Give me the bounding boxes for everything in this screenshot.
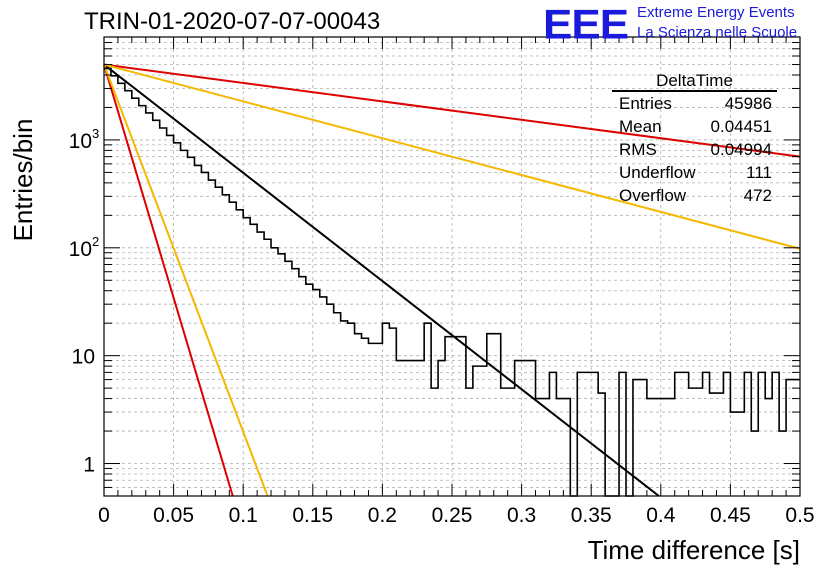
stats-label: Mean [619, 117, 662, 136]
logo-line-2: La Scienza nelle Scuole [637, 24, 798, 41]
stats-title: DeltaTime [612, 71, 777, 92]
x-tick-label: 0.1 [229, 504, 258, 527]
histogram-steps [104, 67, 800, 497]
grid-lines [103, 36, 801, 496]
stats-label: RMS [619, 140, 657, 159]
y-tick-label: 10 [69, 238, 92, 261]
logo-caption: Extreme Energy Events La Scienza nelle S… [637, 3, 797, 43]
y-axis-label: Entries/bin [8, 119, 38, 242]
y-tick-label: 10 [69, 130, 92, 153]
stats-box: DeltaTime Entries 45986 Mean 0.04451 RMS… [610, 71, 780, 207]
fit-line-3 [103, 63, 801, 250]
axis-ticks [103, 36, 801, 497]
fit-line-4 [103, 64, 234, 497]
x-axis-label: Time difference [s] [588, 535, 800, 565]
x-tick-label: 0.3 [507, 504, 536, 527]
page-title: TRIN-01-2020-07-07-00043 [84, 8, 381, 35]
stats-row-underflow: Underflow 111 [610, 161, 780, 184]
stats-value: 111 [746, 163, 772, 182]
x-tick-label: 0.15 [292, 504, 333, 527]
stats-value: 45986 [724, 94, 772, 113]
y-tick-exponent: 3 [92, 126, 99, 141]
fit-lines [103, 63, 801, 497]
stats-label: Underflow [619, 163, 696, 182]
stats-row-overflow: Overflow 472 [610, 184, 780, 207]
eee-logo: EEE [543, 1, 629, 48]
fit-line-1 [103, 63, 660, 497]
stats-row-entries: Entries 45986 [610, 92, 780, 115]
fit-line-5 [103, 64, 269, 497]
histogram-series [104, 67, 800, 497]
stats-row-mean: Mean 0.04451 [610, 115, 780, 138]
stats-value: 0.04451 [710, 117, 772, 136]
x-tick-label: 0.45 [710, 504, 751, 527]
x-tick-label: 0 [98, 504, 110, 527]
x-tick-labels: 0 0.05 0.1 0.15 0.2 0.25 0.3 0.35 0.4 0.45 0.5 [98, 504, 814, 527]
stats-row-rms: RMS 0.04994 [610, 138, 780, 161]
x-tick-label: 0.35 [571, 504, 612, 527]
fit-line-2 [103, 63, 801, 158]
stats-label: Entries [619, 94, 672, 113]
y-tick-label: 1 [83, 454, 95, 477]
x-tick-label: 0.4 [646, 504, 676, 527]
x-tick-label: 0.05 [153, 504, 194, 527]
stats-label: Overflow [619, 186, 687, 205]
logo-line-1: Extreme Energy Events [637, 4, 795, 21]
x-tick-label: 0.25 [432, 504, 473, 527]
stats-value: 472 [743, 186, 772, 205]
y-tick-exponent: 2 [92, 234, 99, 249]
x-tick-label: 0.2 [368, 504, 397, 527]
y-tick-label: 10 [72, 346, 95, 369]
stats-value: 0.04994 [710, 140, 772, 159]
x-tick-label: 0.5 [785, 504, 814, 527]
